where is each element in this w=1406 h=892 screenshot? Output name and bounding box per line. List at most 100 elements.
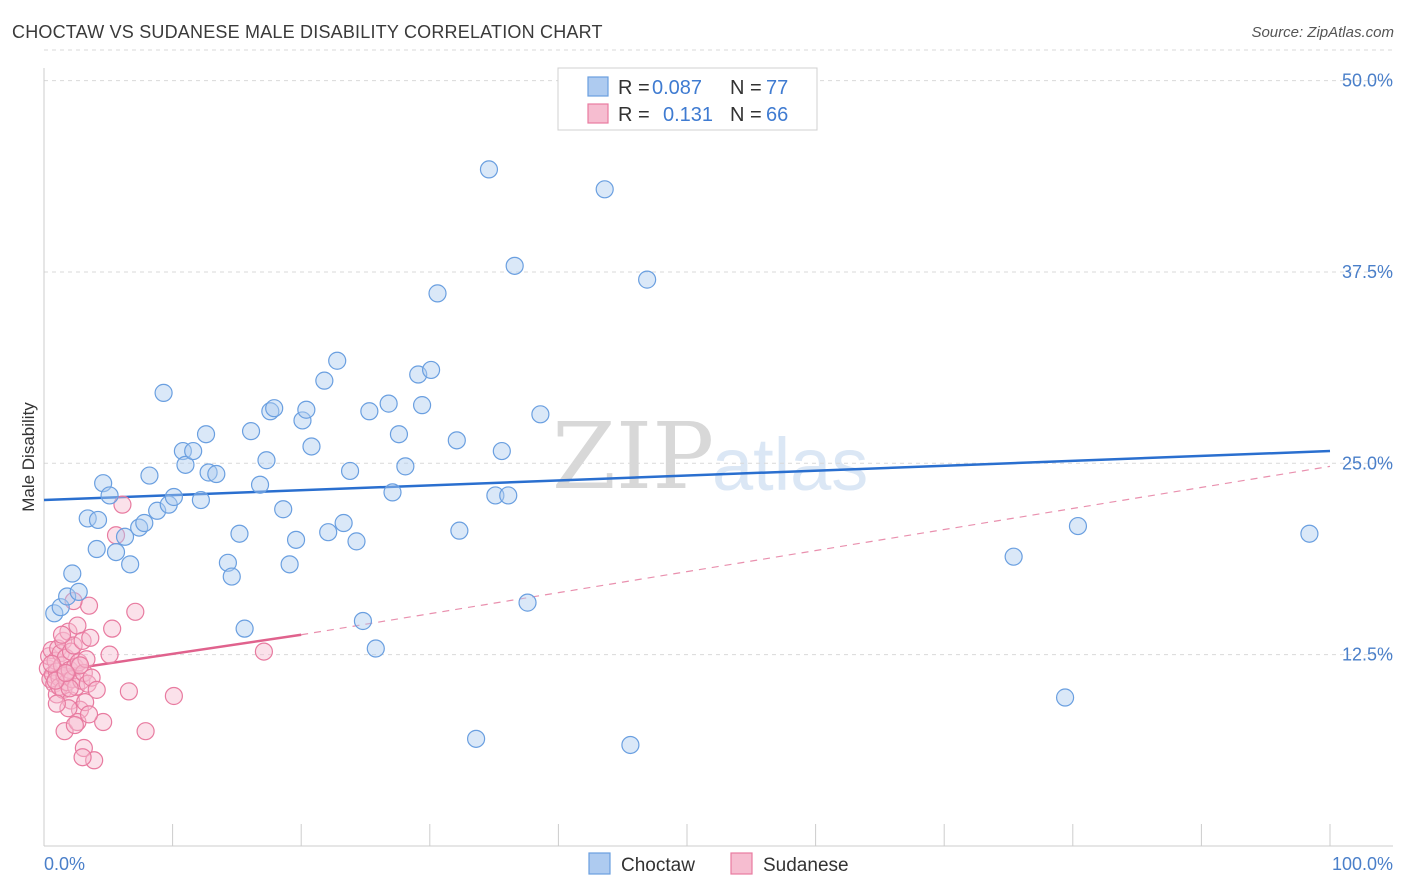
- choctaw-point: [58, 587, 77, 606]
- bottom-legend-label-choctaw: Choctaw: [621, 855, 695, 876]
- sudanese-point: [68, 616, 87, 635]
- bottom-legend-swatch-choctaw: [588, 852, 611, 875]
- y-axis-label: Male Disability: [19, 402, 38, 512]
- sudanese-point: [81, 628, 100, 647]
- choctaw-point: [595, 180, 614, 199]
- choctaw-point: [265, 399, 284, 418]
- sudanese-point: [73, 748, 92, 767]
- legend-r-value-choctaw: 0.087: [652, 77, 702, 99]
- choctaw-point: [63, 564, 82, 583]
- sudanese-point: [87, 680, 106, 699]
- y-tick-label: 50.0%: [1342, 71, 1393, 91]
- choctaw-points: [45, 160, 1319, 755]
- sudanese-point: [74, 738, 93, 758]
- legend-r-value-sudanese: 0.131: [663, 104, 713, 126]
- y-tick-labels: 12.5% 25.0% 37.5% 50.0%: [1342, 71, 1393, 665]
- bottom-legend-swatch-sudanese: [730, 852, 753, 875]
- choctaw-point: [222, 567, 241, 586]
- sudanese-point: [52, 625, 72, 644]
- choctaw-point: [412, 396, 432, 415]
- choctaw-point: [466, 729, 486, 748]
- choctaw-point: [173, 441, 192, 461]
- choctaw-point: [1004, 547, 1023, 566]
- x-tick-label-min: 0.0%: [44, 854, 85, 874]
- choctaw-point: [218, 553, 237, 572]
- choctaw-point: [184, 441, 203, 461]
- sudanese-point: [113, 495, 132, 514]
- choctaw-point: [250, 475, 270, 494]
- source-label: Source: ZipAtlas.com: [1251, 24, 1394, 41]
- choctaw-point: [396, 457, 415, 476]
- sudanese-point: [70, 656, 90, 675]
- legend-swatch-choctaw: [587, 76, 609, 97]
- y-tick-label: 25.0%: [1342, 453, 1393, 473]
- sudanese-point: [136, 722, 155, 741]
- sudanese-point: [46, 671, 65, 690]
- sudanese-point: [64, 636, 83, 655]
- choctaw-point: [360, 402, 379, 421]
- legend-n-value-sudanese: 66: [766, 104, 788, 126]
- legend-r-label-choctaw: R =: [618, 77, 650, 99]
- choctaw-point: [1055, 688, 1075, 707]
- choctaw-point: [140, 466, 159, 485]
- sudanese-point: [85, 751, 104, 770]
- choctaw-point: [450, 521, 469, 540]
- watermark-atlas: atlas: [712, 423, 868, 506]
- choctaw-point: [1300, 524, 1319, 543]
- sudanese-point: [119, 682, 138, 701]
- choctaw-point: [1068, 516, 1088, 536]
- choctaw-point: [230, 524, 249, 543]
- choctaw-point: [121, 555, 140, 574]
- axes: [43, 68, 1393, 847]
- choctaw-point: [148, 501, 167, 520]
- choctaw-point: [257, 451, 276, 470]
- sudanese-point: [103, 619, 122, 638]
- choctaw-point: [154, 383, 173, 402]
- legend-r-label-sudanese: R =: [618, 104, 650, 126]
- sudanese-point: [59, 699, 78, 718]
- choctaw-point: [196, 425, 216, 444]
- choctaw-point: [207, 464, 226, 484]
- choctaw-point: [164, 487, 183, 507]
- sudanese-point: [126, 602, 145, 621]
- choctaw-point: [621, 735, 640, 755]
- sudanese-point: [164, 686, 183, 706]
- choctaw-point: [328, 351, 347, 370]
- choctaw-point: [302, 437, 321, 456]
- sudanese-point: [254, 642, 274, 661]
- sudanese-point: [42, 654, 61, 673]
- choctaw-point: [286, 530, 306, 549]
- bottom-legend: Choctaw Sudanese: [588, 852, 849, 876]
- choctaw-point: [241, 422, 261, 441]
- choctaw-point: [280, 555, 299, 574]
- legend-n-label-sudanese: N =: [730, 104, 762, 126]
- choctaw-point: [428, 284, 447, 303]
- choctaw-point: [235, 619, 254, 638]
- choctaw-point: [88, 510, 108, 530]
- choctaw-point: [505, 256, 524, 275]
- choctaw-point: [100, 486, 119, 505]
- trend-line-choctaw: [43, 449, 1331, 502]
- trend-line-sudanese: [43, 633, 302, 675]
- choctaw-point: [486, 486, 505, 505]
- legend-n-value-choctaw: 77: [766, 77, 788, 99]
- choctaw-point: [447, 431, 466, 450]
- choctaw-point: [518, 593, 537, 612]
- legend-swatch-sudanese: [587, 103, 609, 124]
- sudanese-point: [65, 715, 84, 735]
- choctaw-point: [135, 513, 154, 533]
- watermark-zip: ZIP: [552, 403, 714, 510]
- watermark: ZIP atlas: [552, 403, 868, 510]
- choctaw-point: [334, 513, 353, 533]
- choctaw-point: [638, 270, 657, 289]
- bottom-legend-label-sudanese: Sudanese: [763, 855, 849, 876]
- choctaw-point: [87, 539, 106, 559]
- sudanese-point: [47, 694, 66, 713]
- choctaw-point: [389, 425, 409, 444]
- legend-n-label-choctaw: N =: [730, 77, 762, 99]
- trend-line-sudanese-extension: [301, 465, 1331, 636]
- choctaw-point: [379, 394, 398, 413]
- sudanese-point: [55, 722, 74, 741]
- choctaw-point: [51, 598, 70, 617]
